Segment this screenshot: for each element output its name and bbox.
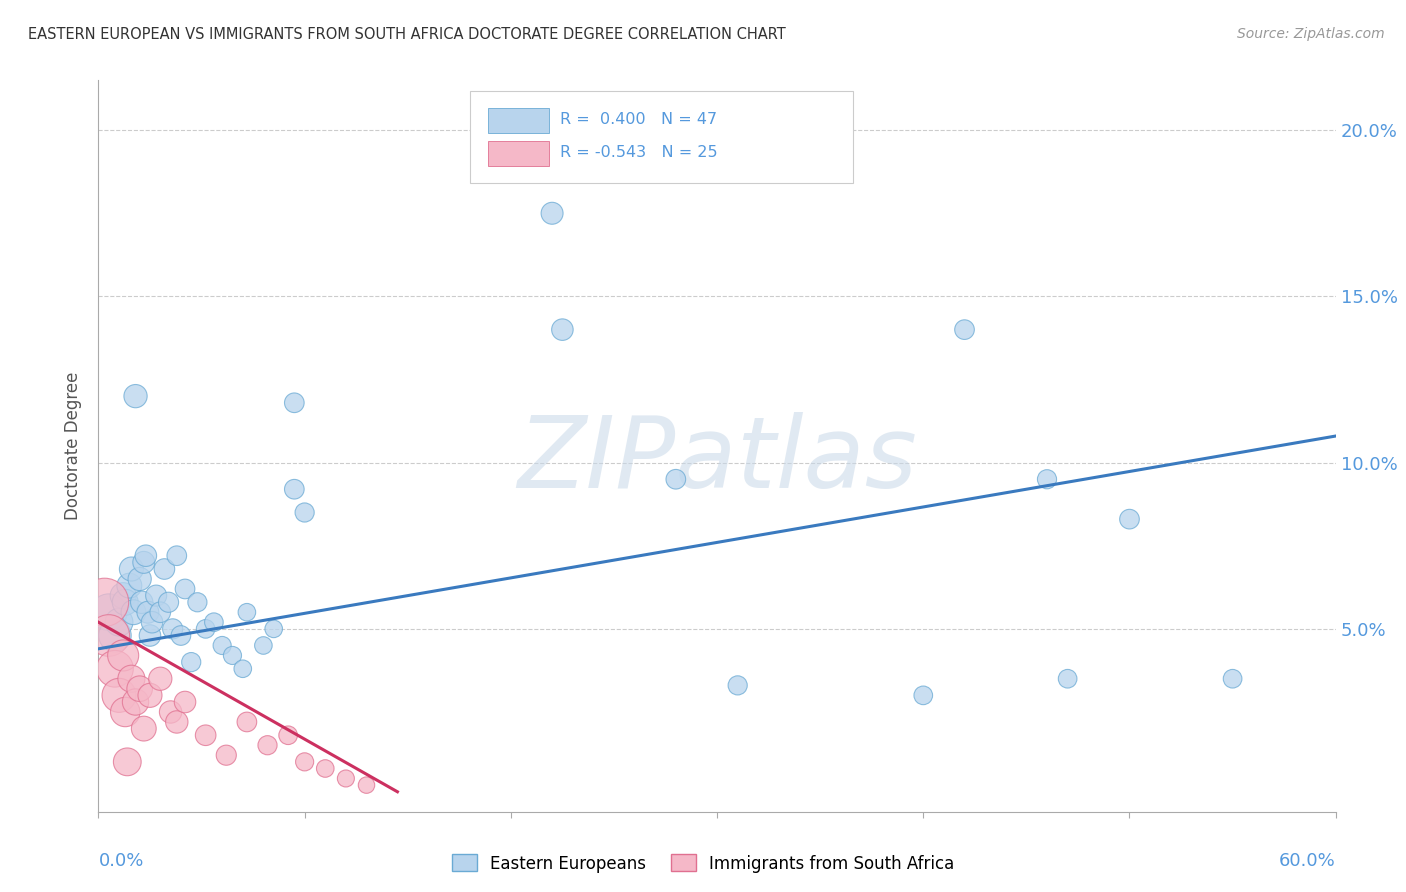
Point [263,622,285,636]
Point [132,722,155,736]
Point [294,506,316,520]
Point [117,755,139,769]
Text: R =  0.400   N = 47: R = 0.400 N = 47 [560,112,717,128]
Point [186,595,208,609]
Point [114,705,136,719]
Point [159,705,181,719]
Point [356,778,378,792]
Point [541,206,564,220]
Point [104,628,127,642]
FancyBboxPatch shape [470,91,853,183]
Point [131,595,153,609]
Point [194,728,217,742]
Point [294,755,316,769]
Point [139,689,162,703]
Point [112,589,135,603]
Point [118,579,141,593]
Point [174,695,197,709]
Point [912,689,935,703]
Legend: Eastern Europeans, Immigrants from South Africa: Eastern Europeans, Immigrants from South… [444,847,962,880]
Point [174,582,197,596]
Point [1056,672,1078,686]
Text: ZIPatlas: ZIPatlas [517,412,917,509]
Point [283,396,305,410]
Point [1222,672,1244,686]
Point [124,389,146,403]
Point [283,482,305,496]
Point [162,622,184,636]
Point [211,639,233,653]
Point [166,549,188,563]
Text: EASTERN EUROPEAN VS IMMIGRANTS FROM SOUTH AFRICA DOCTORATE DEGREE CORRELATION CH: EASTERN EUROPEAN VS IMMIGRANTS FROM SOUT… [28,27,786,42]
Text: R = -0.543   N = 25: R = -0.543 N = 25 [560,145,717,161]
Point [153,562,176,576]
Point [252,639,274,653]
Point [236,714,259,729]
FancyBboxPatch shape [488,108,548,133]
Point [97,605,120,619]
Point [727,678,749,692]
Point [1036,472,1059,486]
Point [277,728,299,742]
Text: Source: ZipAtlas.com: Source: ZipAtlas.com [1237,27,1385,41]
Point [194,622,217,636]
Point [1118,512,1140,526]
Point [145,589,167,603]
Point [132,555,155,569]
Point [236,605,259,619]
Point [141,615,163,630]
Point [202,615,225,630]
Point [335,772,357,786]
Point [93,595,115,609]
Point [149,605,172,619]
Point [128,572,150,586]
FancyBboxPatch shape [488,141,548,166]
Point [170,628,193,642]
Point [953,323,976,337]
Point [135,549,157,563]
Text: 60.0%: 60.0% [1279,852,1336,870]
Point [108,689,131,703]
Point [120,562,142,576]
Point [112,648,135,663]
Text: 0.0%: 0.0% [98,852,143,870]
Point [136,605,159,619]
Point [551,323,574,337]
Point [124,695,146,709]
Y-axis label: Doctorate Degree: Doctorate Degree [65,372,83,520]
Point [215,748,238,763]
Point [139,628,162,642]
Point [221,648,243,663]
Point [180,655,202,669]
Point [120,672,142,686]
Point [122,605,145,619]
Point [149,672,172,686]
Point [108,615,131,630]
Point [157,595,180,609]
Point [97,628,120,642]
Point [314,762,336,776]
Point [114,595,136,609]
Point [665,472,688,486]
Point [232,662,254,676]
Point [256,738,278,752]
Point [166,714,188,729]
Point [104,662,127,676]
Point [128,681,150,696]
